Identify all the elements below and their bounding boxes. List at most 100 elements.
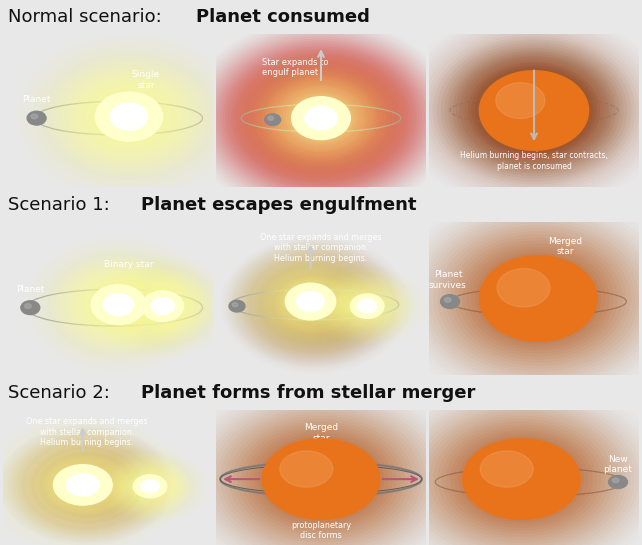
Circle shape — [519, 100, 549, 122]
Circle shape — [269, 80, 373, 156]
Circle shape — [58, 261, 178, 348]
Text: Planet consumed: Planet consumed — [196, 8, 370, 26]
Circle shape — [517, 283, 559, 314]
Circle shape — [475, 447, 568, 511]
Circle shape — [53, 465, 112, 505]
Circle shape — [291, 96, 351, 140]
Circle shape — [110, 103, 148, 130]
Circle shape — [477, 69, 591, 152]
Circle shape — [259, 73, 383, 163]
Circle shape — [133, 284, 192, 328]
Circle shape — [128, 471, 172, 501]
Circle shape — [99, 95, 159, 138]
Circle shape — [282, 90, 360, 146]
Circle shape — [497, 269, 550, 307]
Circle shape — [293, 289, 328, 314]
Circle shape — [228, 51, 414, 186]
Circle shape — [265, 269, 364, 341]
Circle shape — [78, 275, 159, 335]
Circle shape — [108, 296, 130, 313]
Circle shape — [446, 427, 597, 531]
Circle shape — [71, 477, 94, 493]
Text: Single
star: Single star — [132, 70, 160, 89]
Circle shape — [69, 72, 189, 161]
Circle shape — [268, 116, 273, 120]
Text: Normal scenario:: Normal scenario: — [8, 8, 168, 26]
Circle shape — [285, 283, 336, 320]
Circle shape — [97, 289, 141, 320]
Circle shape — [49, 459, 125, 511]
Circle shape — [102, 97, 156, 136]
Circle shape — [487, 76, 581, 144]
Circle shape — [308, 300, 313, 304]
Circle shape — [24, 445, 142, 525]
Circle shape — [280, 88, 362, 148]
Circle shape — [345, 290, 389, 322]
Text: Scenario 2:: Scenario 2: — [8, 384, 116, 402]
Circle shape — [51, 463, 115, 507]
Circle shape — [282, 281, 338, 322]
Circle shape — [509, 277, 568, 320]
Circle shape — [96, 92, 162, 141]
Circle shape — [472, 65, 596, 156]
Circle shape — [486, 76, 582, 146]
Circle shape — [27, 111, 46, 125]
Circle shape — [312, 112, 330, 125]
Text: New
planet: New planet — [603, 455, 632, 474]
Circle shape — [71, 474, 103, 495]
Circle shape — [160, 305, 165, 308]
Circle shape — [148, 295, 177, 317]
Circle shape — [337, 284, 397, 328]
Circle shape — [232, 302, 238, 307]
Circle shape — [303, 296, 327, 313]
Circle shape — [530, 108, 538, 113]
Circle shape — [285, 283, 336, 320]
Circle shape — [110, 299, 126, 311]
Circle shape — [21, 443, 144, 527]
Circle shape — [491, 79, 577, 142]
Circle shape — [488, 456, 555, 502]
Circle shape — [86, 281, 152, 329]
Circle shape — [283, 453, 359, 505]
Circle shape — [317, 476, 325, 482]
Circle shape — [521, 286, 555, 311]
Circle shape — [492, 80, 576, 141]
Circle shape — [92, 90, 166, 143]
Circle shape — [43, 455, 131, 515]
Circle shape — [298, 292, 323, 311]
Circle shape — [454, 433, 589, 525]
Circle shape — [116, 463, 184, 510]
Circle shape — [313, 303, 317, 306]
Text: Helium burning begins, star contracts,
planet is consumed: Helium burning begins, star contracts, p… — [460, 152, 608, 171]
Circle shape — [513, 474, 530, 485]
Circle shape — [277, 86, 365, 150]
Circle shape — [116, 302, 121, 307]
Circle shape — [245, 63, 397, 174]
Text: New
protoplanetary
disc forms: New protoplanetary disc forms — [291, 510, 351, 540]
Circle shape — [489, 78, 579, 143]
Circle shape — [330, 279, 404, 333]
Circle shape — [351, 294, 384, 318]
Circle shape — [286, 284, 343, 325]
Circle shape — [82, 82, 176, 151]
Circle shape — [94, 287, 143, 323]
Circle shape — [85, 483, 89, 486]
Circle shape — [329, 278, 406, 334]
Circle shape — [89, 87, 169, 146]
Circle shape — [63, 468, 111, 501]
Circle shape — [159, 303, 167, 309]
Circle shape — [126, 470, 173, 502]
Circle shape — [304, 106, 338, 130]
Circle shape — [258, 263, 372, 346]
Circle shape — [464, 59, 604, 162]
Circle shape — [257, 263, 363, 340]
Circle shape — [495, 82, 573, 139]
Circle shape — [483, 453, 559, 505]
Circle shape — [256, 70, 386, 166]
Circle shape — [300, 294, 320, 309]
Circle shape — [96, 92, 162, 141]
Circle shape — [522, 102, 546, 119]
Text: Star expands to
engulf planet: Star expands to engulf planet — [262, 58, 329, 77]
Circle shape — [442, 425, 601, 534]
Circle shape — [309, 110, 333, 127]
